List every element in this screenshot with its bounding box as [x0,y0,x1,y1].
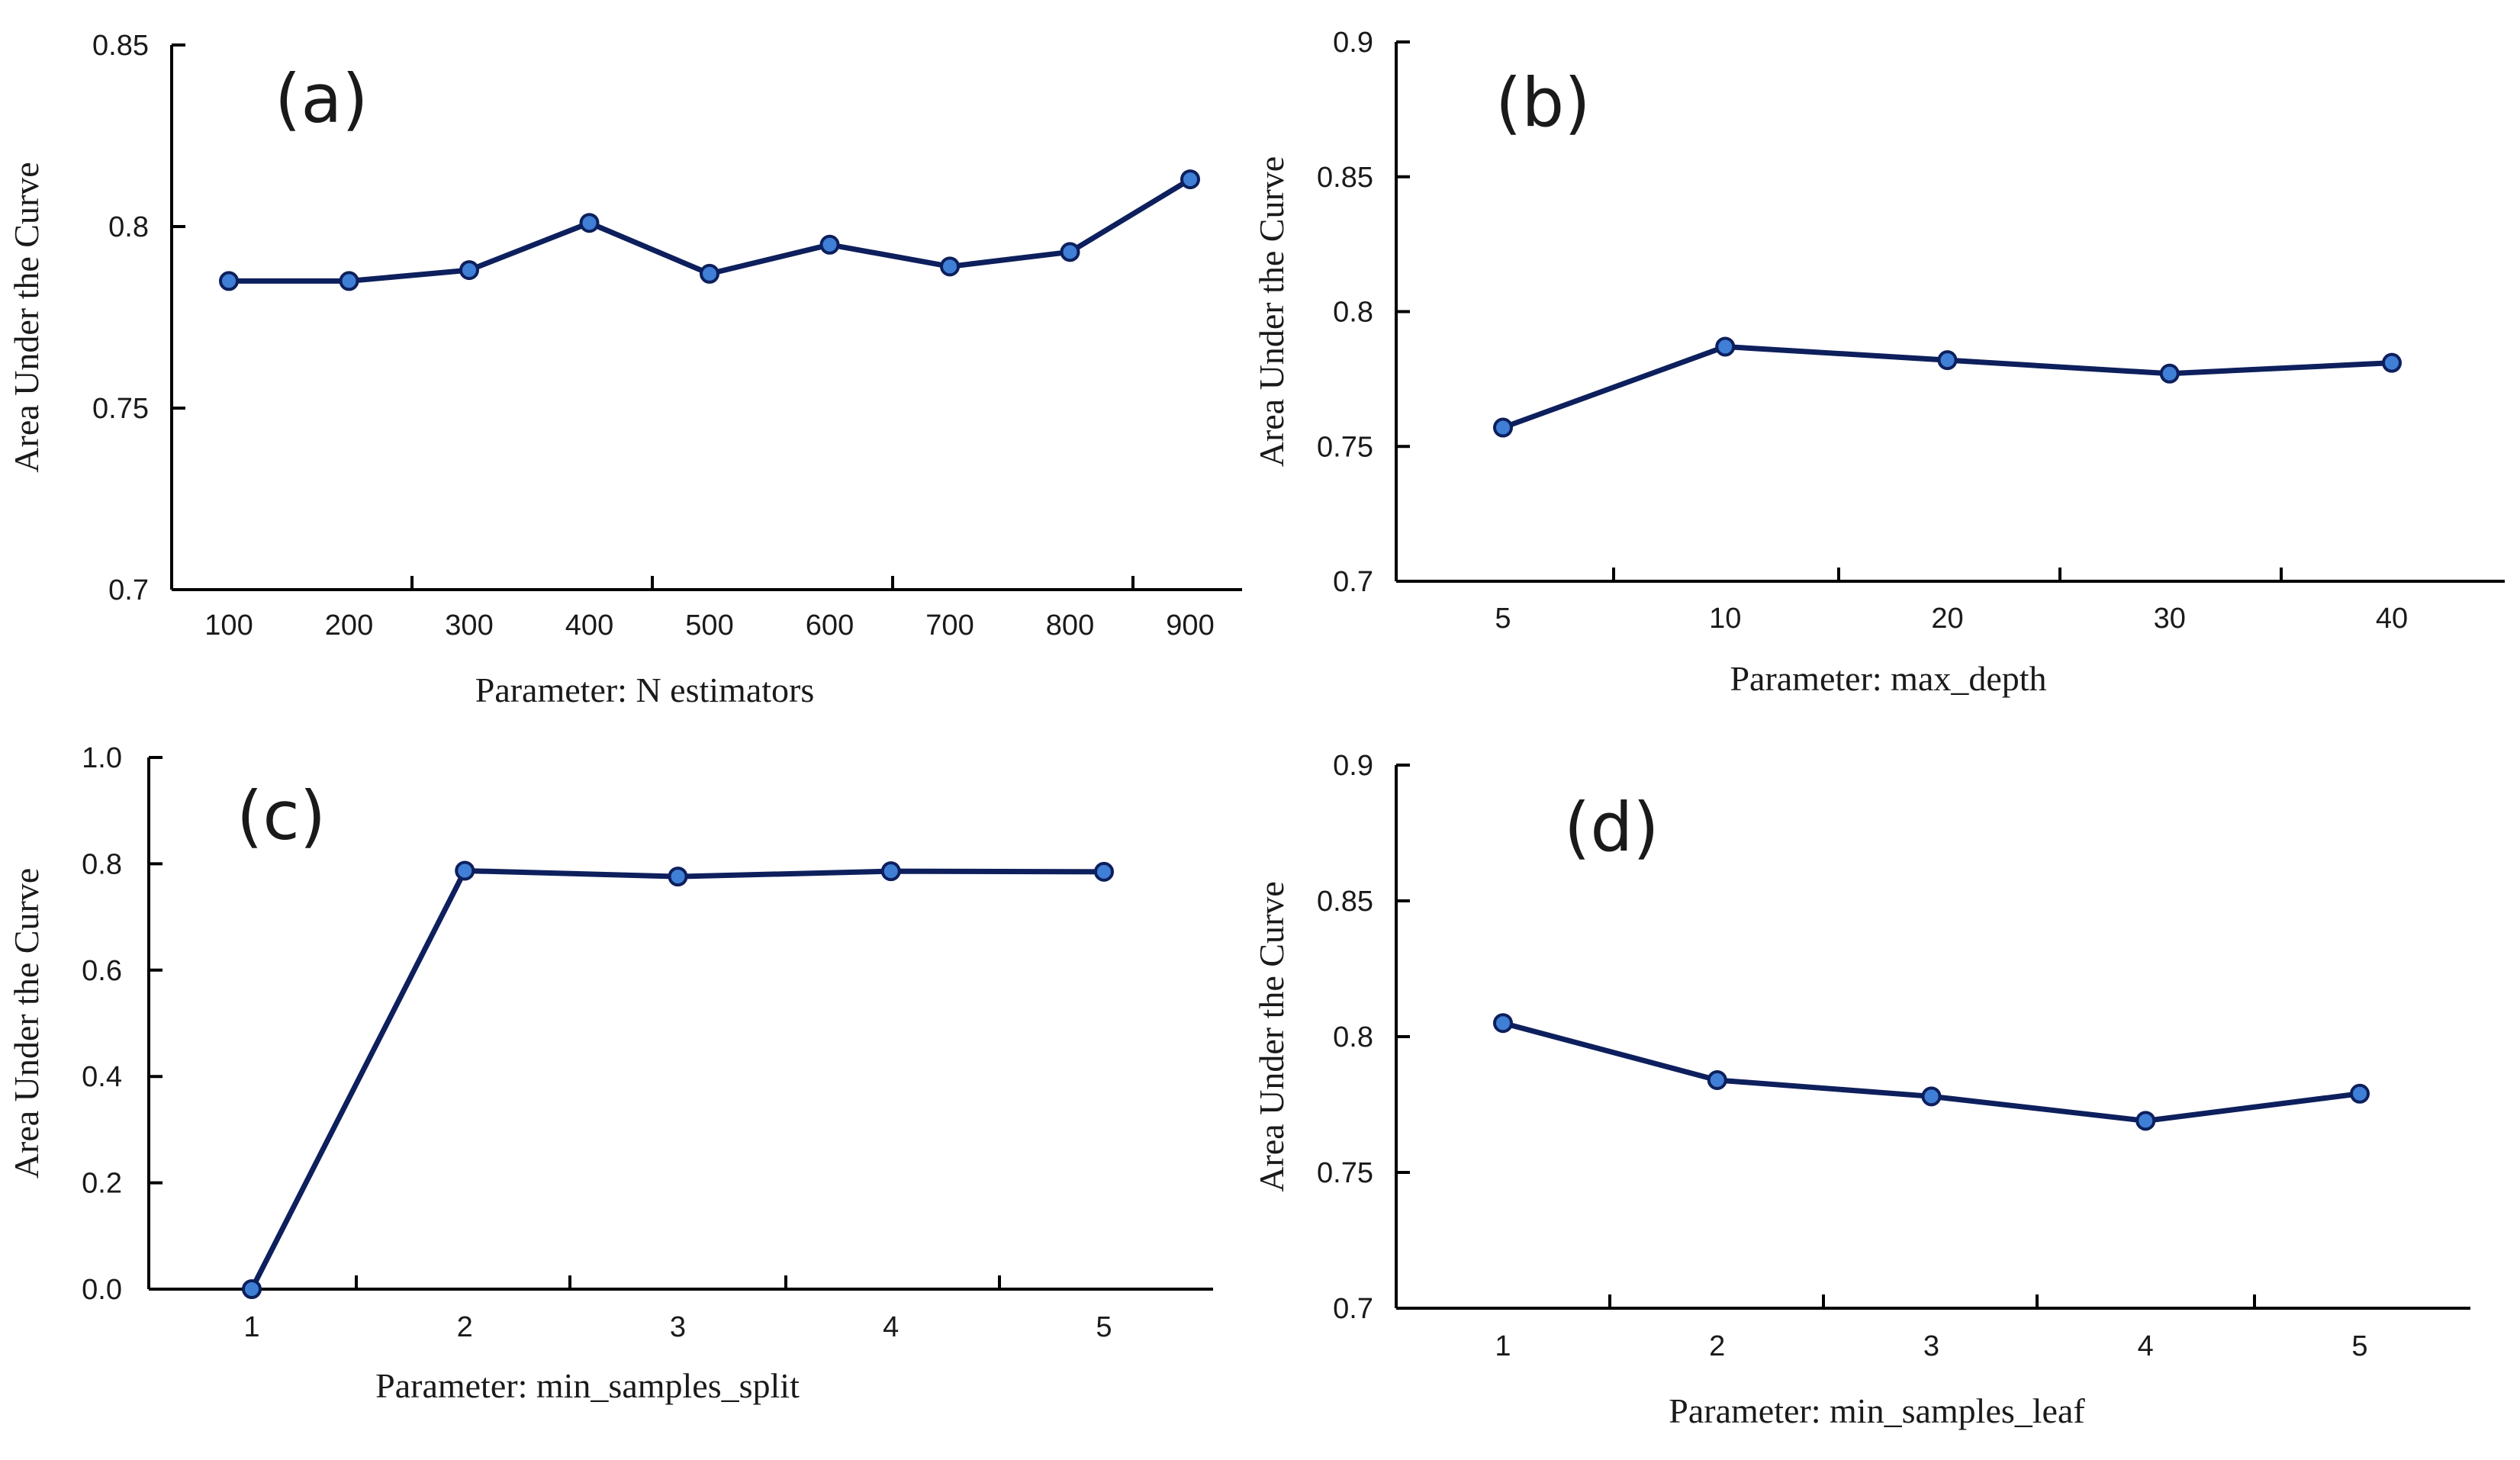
data-point [242,1279,262,1299]
data-point [459,260,479,281]
y-tick-label: 0.9 [1333,750,1373,782]
x-tick-label: 30 [2154,603,2186,635]
data-point [1493,417,1513,438]
x-tick-label: 5 [2351,1330,2367,1362]
y-tick-label: 0.7 [1333,1293,1373,1325]
x-axis-title: Parameter: min_samples_split [375,1366,800,1405]
y-tick-label: 0.75 [92,393,149,425]
y-tick-label: 0.6 [82,955,122,987]
chart-panel-b: 0.7 0.75 0.8 0.85 0.9 5 10 20 30 40 Parameter: max… [1252,27,2505,698]
y-axis-title: Area Under the Curve [1252,156,1291,467]
y-axis-title: Area Under the Curve [1252,881,1291,1191]
x-tick-label: 4 [883,1311,899,1343]
x-tick-label: 200 [325,609,373,642]
x-tick-label: 900 [1166,609,1214,642]
x-tick-label: 3 [1923,1330,1939,1362]
data-point [880,861,901,882]
panel-label: (d) [1564,788,1659,867]
data-point [1180,169,1200,190]
data-point [339,271,359,291]
data-point [1060,242,1080,262]
y-tick-label: 0.7 [108,574,149,606]
y-tick-label: 0.8 [1333,1021,1373,1053]
data-point [940,256,960,277]
y-tick-label: 0.9 [1333,27,1373,59]
y-tick-label: 0.7 [1333,566,1373,598]
x-tick-label: 2 [457,1311,473,1343]
y-tick-label: 0.8 [108,211,149,243]
data-point [1493,1013,1513,1034]
x-tick-label: 400 [565,609,613,642]
x-tick-label: 40 [2376,603,2408,635]
x-tick-label: 500 [685,609,733,642]
x-axis-title: Parameter: max_depth [1730,659,2046,698]
data-point [668,867,688,887]
data-point [1094,861,1114,882]
x-tick-label: 100 [204,609,253,642]
data-point [1715,336,1736,357]
y-tick-label: 0.85 [1317,162,1373,194]
data-point [2135,1111,2156,1131]
x-tick-label: 1 [1495,1330,1511,1362]
y-tick-label: 0.4 [82,1061,122,1093]
data-point [700,263,719,284]
y-tick-label: 0.0 [82,1274,122,1306]
y-tick-label: 0.75 [1317,1157,1373,1189]
x-tick-label: 800 [1046,609,1094,642]
x-tick-label: 5 [1096,1311,1112,1343]
chart-panel-d: 0.7 0.75 0.8 0.85 0.9 1 2 3 4 5 Parameter: min_sam… [1252,750,2470,1430]
data-point [1937,350,1958,371]
y-tick-label: 1.0 [82,742,122,774]
x-tick-label: 20 [1931,603,1963,635]
y-axis-title: Area Under the Curve [7,868,46,1179]
chart-panel-c: 0.0 0.2 0.4 0.6 0.8 1.0 1 2 3 4 5 Parameter: min_sa… [7,742,1213,1405]
x-tick-label: 600 [806,609,854,642]
data-point [819,234,840,255]
x-tick-label: 3 [670,1311,686,1343]
y-tick-label: 0.85 [92,30,149,62]
series-line [249,867,1105,1291]
x-tick-label: 300 [445,609,493,642]
data-point [219,271,239,291]
x-tick-label: 1 [243,1311,259,1343]
x-tick-label: 700 [925,609,974,642]
x-tick-label: 2 [1709,1330,1725,1362]
data-point [1921,1086,1942,1107]
x-tick-label: 4 [2138,1330,2154,1362]
data-point [2350,1083,2370,1104]
panel-label: (c) [237,777,326,855]
data-point [455,860,475,881]
x-tick-label: 10 [1709,603,1741,635]
panel-label: (a) [275,59,369,138]
y-tick-label: 0.2 [82,1168,122,1200]
data-point [579,213,600,233]
x-axis-title: Parameter: min_samples_leaf [1669,1391,2085,1430]
y-tick-label: 0.85 [1317,886,1373,918]
y-tick-label: 0.75 [1317,431,1373,463]
y-tick-label: 0.8 [1333,297,1373,329]
x-axis-title: Parameter: N estimators [475,671,815,709]
data-point [2159,363,2180,384]
y-axis-title: Area Under the Curve [7,162,46,472]
chart-panel-a: 0.7 0.75 0.8 0.85 100 200 300 400 500 600 700 800 90… [7,30,1242,709]
data-point [1707,1069,1727,1090]
x-tick-label: 5 [1495,603,1511,635]
y-tick-label: 0.8 [82,848,122,880]
panel-label: (b) [1495,63,1591,142]
data-point [2382,352,2402,373]
